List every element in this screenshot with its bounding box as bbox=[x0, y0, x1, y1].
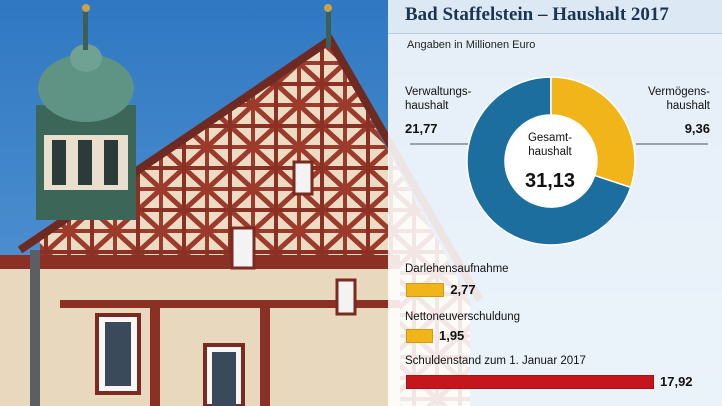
gesamt-value: 31,13 bbox=[524, 170, 576, 192]
netto-value: 1,95 bbox=[438, 328, 465, 343]
vermoegen-value: 9,36 bbox=[684, 121, 710, 136]
donut-center bbox=[505, 115, 597, 207]
darlehen-bar bbox=[406, 283, 445, 297]
gesamt-label: Gesamt- haushalt bbox=[527, 132, 573, 158]
budget-donut-chart bbox=[410, 76, 708, 246]
chart-subtitle: Angaben in Millionen Euro bbox=[407, 39, 536, 51]
chart-title: Bad Staffelstein – Haushalt 2017 bbox=[405, 4, 669, 25]
verwaltung-value: 21,77 bbox=[405, 121, 438, 136]
netto-label: Nettoneuverschuldung bbox=[405, 311, 521, 323]
verwaltung-label: Verwaltungs- haushalt bbox=[405, 86, 472, 112]
schulden-bar bbox=[406, 375, 654, 389]
netto-bar bbox=[406, 329, 433, 343]
darlehen-value: 2,77 bbox=[450, 282, 476, 297]
darlehen-label: Darlehensaufnahme bbox=[405, 263, 509, 275]
schulden-value: 17,92 bbox=[660, 374, 693, 389]
schulden-label: Schuldenstand zum 1. Januar 2017 bbox=[405, 355, 586, 367]
vermoegen-label: Vermögens- haushalt bbox=[647, 86, 710, 112]
title-bar bbox=[388, 0, 722, 34]
